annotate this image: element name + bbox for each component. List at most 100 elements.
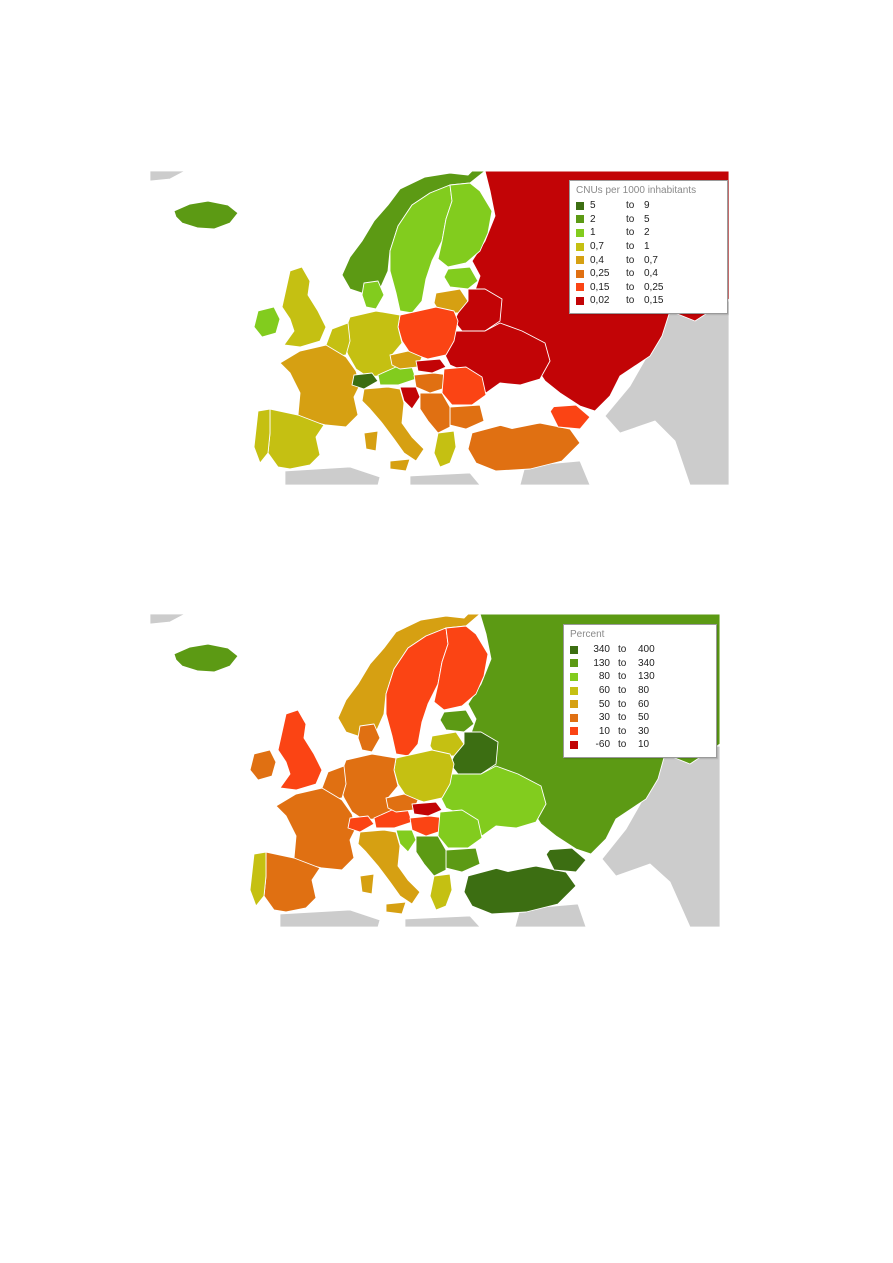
legend-row: 1 to 2 xyxy=(576,226,721,240)
region-balkans xyxy=(415,835,447,877)
legend-swatch xyxy=(570,672,578,681)
legend-to: 10 xyxy=(638,739,650,751)
region-greece xyxy=(429,873,453,911)
region-portugal xyxy=(253,408,271,464)
legend-row: 10 to 30 xyxy=(570,725,710,739)
legend-from: 0,02 xyxy=(590,295,610,307)
region-italy xyxy=(361,386,425,472)
legend-to: 50 xyxy=(638,712,650,724)
legend-percent: Percent 340 to 400 130 to 340 80 to 130 60 to 80 50 t… xyxy=(563,624,717,758)
region-finland xyxy=(433,625,489,711)
legend-sep: to xyxy=(626,254,635,266)
region-denmark xyxy=(361,280,385,310)
legend-cnus: CNUs per 1000 inhabitants 5 to 9 2 to 5 1 to 2 0,… xyxy=(569,180,728,314)
legend-swatch xyxy=(570,713,578,722)
region-switzerland xyxy=(351,372,379,390)
region-switzerland xyxy=(347,815,375,833)
region-baltics xyxy=(443,266,479,290)
map-percent: Percent 340 to 400 130 to 340 80 to 130 60 to 80 50 t… xyxy=(150,614,720,927)
region-uk xyxy=(277,709,323,791)
legend-from: 30 xyxy=(598,712,610,724)
legend-swatch xyxy=(570,740,578,749)
legend-from: 340 xyxy=(593,644,610,656)
legend-rows: 340 to 400 130 to 340 80 to 130 60 to 80 50 to 60 30 to 5… xyxy=(570,643,710,752)
legend-swatch xyxy=(570,659,578,668)
region-italy xyxy=(357,829,421,915)
legend-sep: to xyxy=(618,685,627,697)
legend-row: 0,02 to 0,15 xyxy=(576,294,721,308)
legend-from: 5 xyxy=(590,200,596,212)
legend-from: 10 xyxy=(598,725,610,737)
legend-swatch xyxy=(570,686,578,695)
legend-swatch xyxy=(576,283,584,292)
region-iceland xyxy=(173,643,239,673)
legend-to: 130 xyxy=(638,671,655,683)
legend-row: 0,7 to 1 xyxy=(576,240,721,254)
legend-title: CNUs per 1000 inhabitants xyxy=(576,185,697,196)
legend-row: 340 to 400 xyxy=(570,643,710,657)
legend-row: 130 to 340 xyxy=(570,657,710,671)
legend-to: 80 xyxy=(638,685,650,697)
region-iceland xyxy=(173,200,239,230)
region-caucasus xyxy=(547,404,591,430)
legend-to: 9 xyxy=(644,200,650,212)
legend-to: 0,15 xyxy=(644,295,664,307)
legend-from: 0,7 xyxy=(590,241,604,253)
legend-row: 0,25 to 0,4 xyxy=(576,267,721,281)
legend-row: 0,15 to 0,25 xyxy=(576,281,721,295)
region-france xyxy=(279,344,361,428)
region-ireland xyxy=(249,749,277,781)
region-romania xyxy=(441,366,487,406)
region-bulgaria xyxy=(449,404,485,430)
legend-to: 1 xyxy=(644,241,650,253)
legend-rows: 5 to 9 2 to 5 1 to 2 0,7 to 1 0,4 to 0,7 0,25 to 0,4 0,15 t… xyxy=(576,199,721,308)
legend-row: 80 to 130 xyxy=(570,670,710,684)
legend-swatch xyxy=(576,228,584,237)
legend-sep: to xyxy=(618,698,627,710)
region-greece xyxy=(433,430,457,468)
legend-sep: to xyxy=(626,227,635,239)
legend-sep: to xyxy=(618,712,627,724)
legend-sep: to xyxy=(626,213,635,225)
legend-row: 60 to 80 xyxy=(570,684,710,698)
legend-from: 0,25 xyxy=(590,268,610,280)
region-denmark xyxy=(357,723,381,753)
region-romania xyxy=(437,809,483,849)
region-uk xyxy=(281,266,327,348)
legend-to: 2 xyxy=(644,227,650,239)
legend-from: -60 xyxy=(595,739,610,751)
region-croatia xyxy=(399,386,421,410)
legend-sep: to xyxy=(618,644,627,656)
legend-sep: to xyxy=(618,671,627,683)
legend-to: 400 xyxy=(638,644,655,656)
region-slovakia xyxy=(415,358,447,374)
black-sea xyxy=(486,393,554,429)
legend-from: 2 xyxy=(590,213,596,225)
legend-to: 0,7 xyxy=(644,254,658,266)
legend-row: 30 to 50 xyxy=(570,711,710,725)
legend-to: 0,25 xyxy=(644,281,664,293)
legend-from: 1 xyxy=(590,227,596,239)
region-baltics xyxy=(439,709,475,733)
legend-to: 340 xyxy=(638,657,655,669)
legend-sep: to xyxy=(626,200,635,212)
legend-row: 5 to 9 xyxy=(576,199,721,213)
legend-sep: to xyxy=(618,739,627,751)
black-sea xyxy=(482,836,550,872)
legend-row: 2 to 5 xyxy=(576,213,721,227)
legend-to: 60 xyxy=(638,698,650,710)
legend-swatch xyxy=(576,201,584,210)
legend-swatch xyxy=(570,700,578,709)
legend-swatch xyxy=(576,215,584,224)
legend-swatch xyxy=(576,242,584,251)
legend-sep: to xyxy=(626,295,635,307)
legend-to: 5 xyxy=(644,213,650,225)
region-balkans xyxy=(419,392,451,434)
legend-row: 50 to 60 xyxy=(570,697,710,711)
region-caucasus xyxy=(543,847,587,873)
legend-swatch xyxy=(570,645,578,654)
legend-sep: to xyxy=(626,241,635,253)
legend-to: 0,4 xyxy=(644,268,658,280)
legend-sep: to xyxy=(618,657,627,669)
region-ireland xyxy=(253,306,281,338)
